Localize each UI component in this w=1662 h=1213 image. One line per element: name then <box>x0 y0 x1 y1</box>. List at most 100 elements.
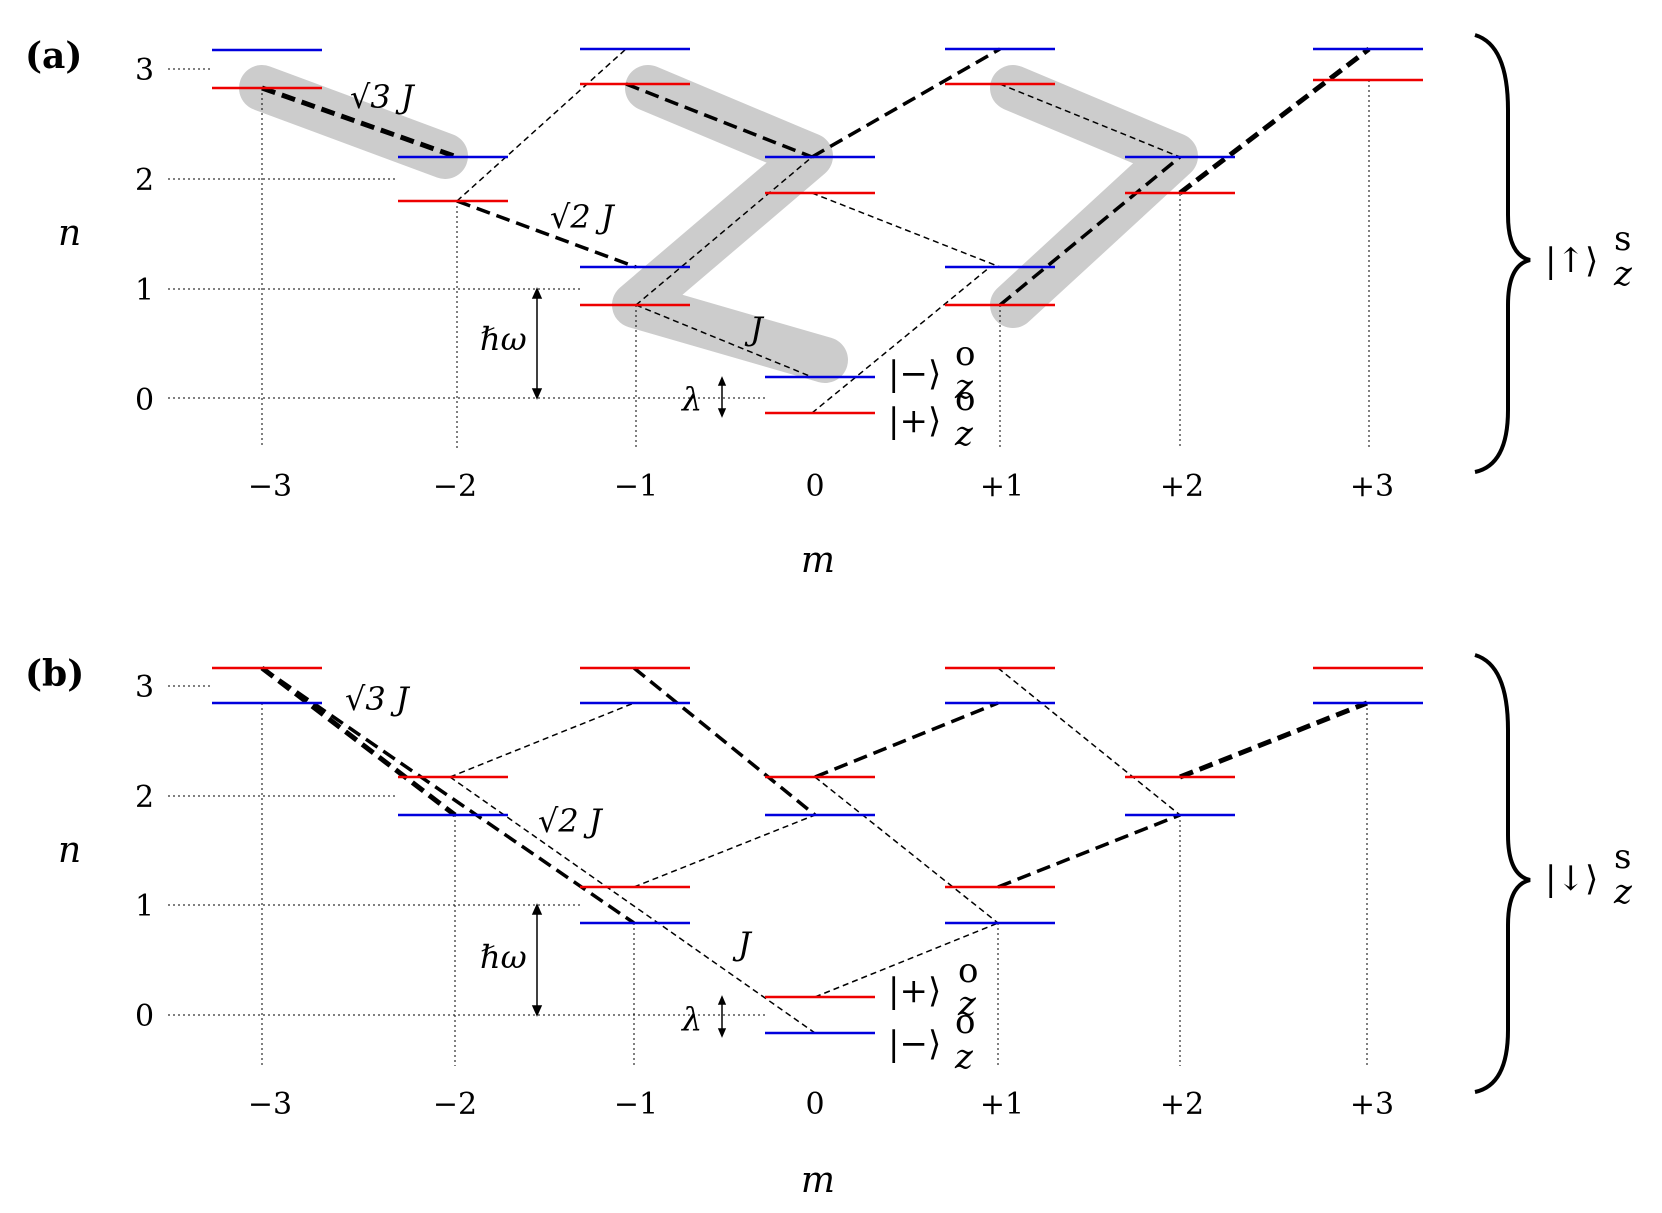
orbital-state-label: |+⟩ o z <box>888 951 978 1024</box>
coupling-line <box>633 814 816 888</box>
ket-sub: z <box>1613 254 1633 294</box>
coupling-line <box>998 155 1182 307</box>
x-tick: +2 <box>1160 469 1204 504</box>
ket-sub: z <box>957 984 977 1024</box>
x-tick: 0 <box>805 469 824 504</box>
lambda-label: λ <box>680 380 702 418</box>
ket-sup: o <box>955 379 975 419</box>
x-tick: +1 <box>980 1087 1024 1122</box>
coupling-sqrt2-label: √2 J <box>550 198 616 236</box>
orbital-state-label: |−⟩ o z <box>888 1002 975 1077</box>
ket-sup: o <box>955 1002 975 1042</box>
energy-levels <box>212 666 1423 1035</box>
hbar-omega-arrow <box>531 903 543 1017</box>
weak-couplings <box>449 667 1181 1034</box>
curly-brace <box>1474 653 1531 1094</box>
coupling-line <box>811 266 991 414</box>
ket-sub: z <box>954 1037 974 1077</box>
ket: |−⟩ <box>888 1024 941 1064</box>
coupling-line <box>261 85 458 160</box>
ket: |↑⟩ <box>1545 241 1598 281</box>
coupling-j-label: J <box>732 925 753 963</box>
orbital-state-label: |+⟩ o z <box>888 379 975 454</box>
orbital-state-label: |−⟩ o z <box>888 334 975 407</box>
x-tick: +3 <box>1350 1087 1394 1122</box>
x-axis-label: m <box>801 1160 835 1201</box>
coupling-line <box>449 702 635 778</box>
strong-couplings <box>260 666 1368 925</box>
strong-couplings <box>261 47 1371 307</box>
ket-sup: s <box>1614 219 1631 259</box>
coupling-line <box>811 47 1001 159</box>
weak-couplings <box>456 48 1181 414</box>
coupling-line <box>1179 700 1368 780</box>
coupling-line <box>1178 47 1371 195</box>
panel-a: (a) n 3 2 1 0 −3 −2 −1 0 +1 +2 +3 m √3 J… <box>25 33 1633 581</box>
ket-sub: z <box>1613 872 1633 912</box>
coupling-sqrt2-label: √2 J <box>538 802 604 840</box>
coupling-line <box>997 667 1181 816</box>
coupling-line <box>261 666 635 925</box>
guide-lines <box>168 68 1370 448</box>
spin-state-label: |↓⟩ s z <box>1545 837 1633 912</box>
hbar-omega-arrow <box>531 287 543 400</box>
coupling-line <box>456 199 637 269</box>
x-tick: +2 <box>1160 1087 1204 1122</box>
coupling-line <box>999 83 1181 158</box>
ket-sub: z <box>954 414 974 454</box>
y-tick: 0 <box>135 383 154 418</box>
lambda-label: λ <box>680 1000 702 1038</box>
coupling-j-label: J <box>744 310 765 348</box>
energy-levels <box>212 47 1423 415</box>
coupling-line <box>449 776 816 1034</box>
x-tick: +3 <box>1350 469 1394 504</box>
lambda-arrow <box>717 376 727 418</box>
x-tick: −1 <box>614 1087 658 1122</box>
curly-brace <box>1474 33 1531 474</box>
spin-state-label: |↑⟩ s z <box>1545 219 1633 294</box>
ket: |↓⟩ <box>1545 859 1598 899</box>
x-tick: −3 <box>248 1087 292 1122</box>
panel-b: (b) n 3 2 1 0 −3 −2 −1 0 +1 +2 +3 m √3 J… <box>25 653 1633 1201</box>
highlight-band-2 <box>612 65 848 383</box>
ket-sup: s <box>1614 837 1631 877</box>
y-tick: 3 <box>135 53 154 88</box>
hbar-omega-label: ℏω <box>480 320 527 358</box>
coupling-line <box>814 776 999 924</box>
coupling-line <box>814 922 999 998</box>
coupling-line <box>456 48 627 202</box>
coupling-line <box>811 192 1001 268</box>
coupling-line <box>260 666 457 817</box>
coupling-line <box>635 156 813 306</box>
x-tick: −3 <box>248 469 292 504</box>
coupling-line <box>635 304 813 378</box>
guide-lines <box>168 685 1368 1066</box>
ket: |+⟩ <box>888 401 941 441</box>
ket-sup: o <box>955 334 975 374</box>
ket: |−⟩ <box>888 354 941 394</box>
ket: |+⟩ <box>888 971 941 1011</box>
coupling-sqrt3-label: √3 J <box>350 78 416 116</box>
x-axis-label: m <box>801 540 835 581</box>
ket-sup: o <box>958 951 978 991</box>
coupling-line <box>632 666 817 817</box>
panel-label: (b) <box>25 653 84 695</box>
coupling-line <box>625 82 813 159</box>
y-tick: 0 <box>135 999 154 1034</box>
x-tick: −2 <box>433 1087 477 1122</box>
x-tick: 0 <box>805 1087 824 1122</box>
y-tick: 3 <box>135 670 154 705</box>
y-axis-label: n <box>58 213 81 254</box>
coupling-line <box>997 813 1181 889</box>
y-tick: 1 <box>135 273 154 308</box>
y-tick: 2 <box>135 163 154 198</box>
lambda-arrow <box>717 995 727 1038</box>
y-tick: 1 <box>135 889 154 924</box>
hbar-omega-label: ℏω <box>480 938 527 976</box>
coupling-line <box>814 701 999 779</box>
x-tick: −1 <box>614 469 658 504</box>
x-tick: −2 <box>433 469 477 504</box>
ket-sub: z <box>954 367 974 407</box>
y-tick: 2 <box>135 780 154 815</box>
